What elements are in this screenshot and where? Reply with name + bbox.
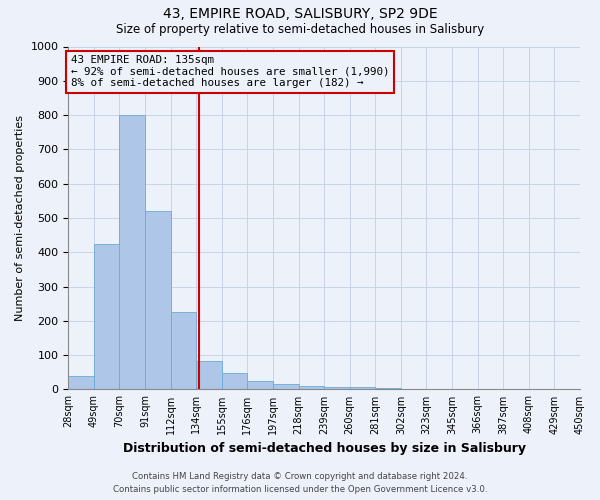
Bar [273,384,299,390]
Bar [324,386,350,390]
Bar [94,244,119,390]
X-axis label: Distribution of semi-detached houses by size in Salisbury: Distribution of semi-detached houses by … [122,442,526,455]
Bar [170,312,196,390]
Bar [68,376,94,390]
Bar [376,388,401,390]
Text: Size of property relative to semi-detached houses in Salisbury: Size of property relative to semi-detach… [116,22,484,36]
Bar [196,361,222,390]
Text: 43, EMPIRE ROAD, SALISBURY, SP2 9DE: 43, EMPIRE ROAD, SALISBURY, SP2 9DE [163,8,437,22]
Bar [247,381,273,390]
Bar [119,115,145,390]
Y-axis label: Number of semi-detached properties: Number of semi-detached properties [15,115,25,321]
Bar [145,211,170,390]
Bar [350,387,376,390]
Text: 43 EMPIRE ROAD: 135sqm
← 92% of semi-detached houses are smaller (1,990)
8% of s: 43 EMPIRE ROAD: 135sqm ← 92% of semi-det… [71,55,389,88]
Bar [299,386,324,390]
Text: Contains HM Land Registry data © Crown copyright and database right 2024.
Contai: Contains HM Land Registry data © Crown c… [113,472,487,494]
Bar [222,373,247,390]
